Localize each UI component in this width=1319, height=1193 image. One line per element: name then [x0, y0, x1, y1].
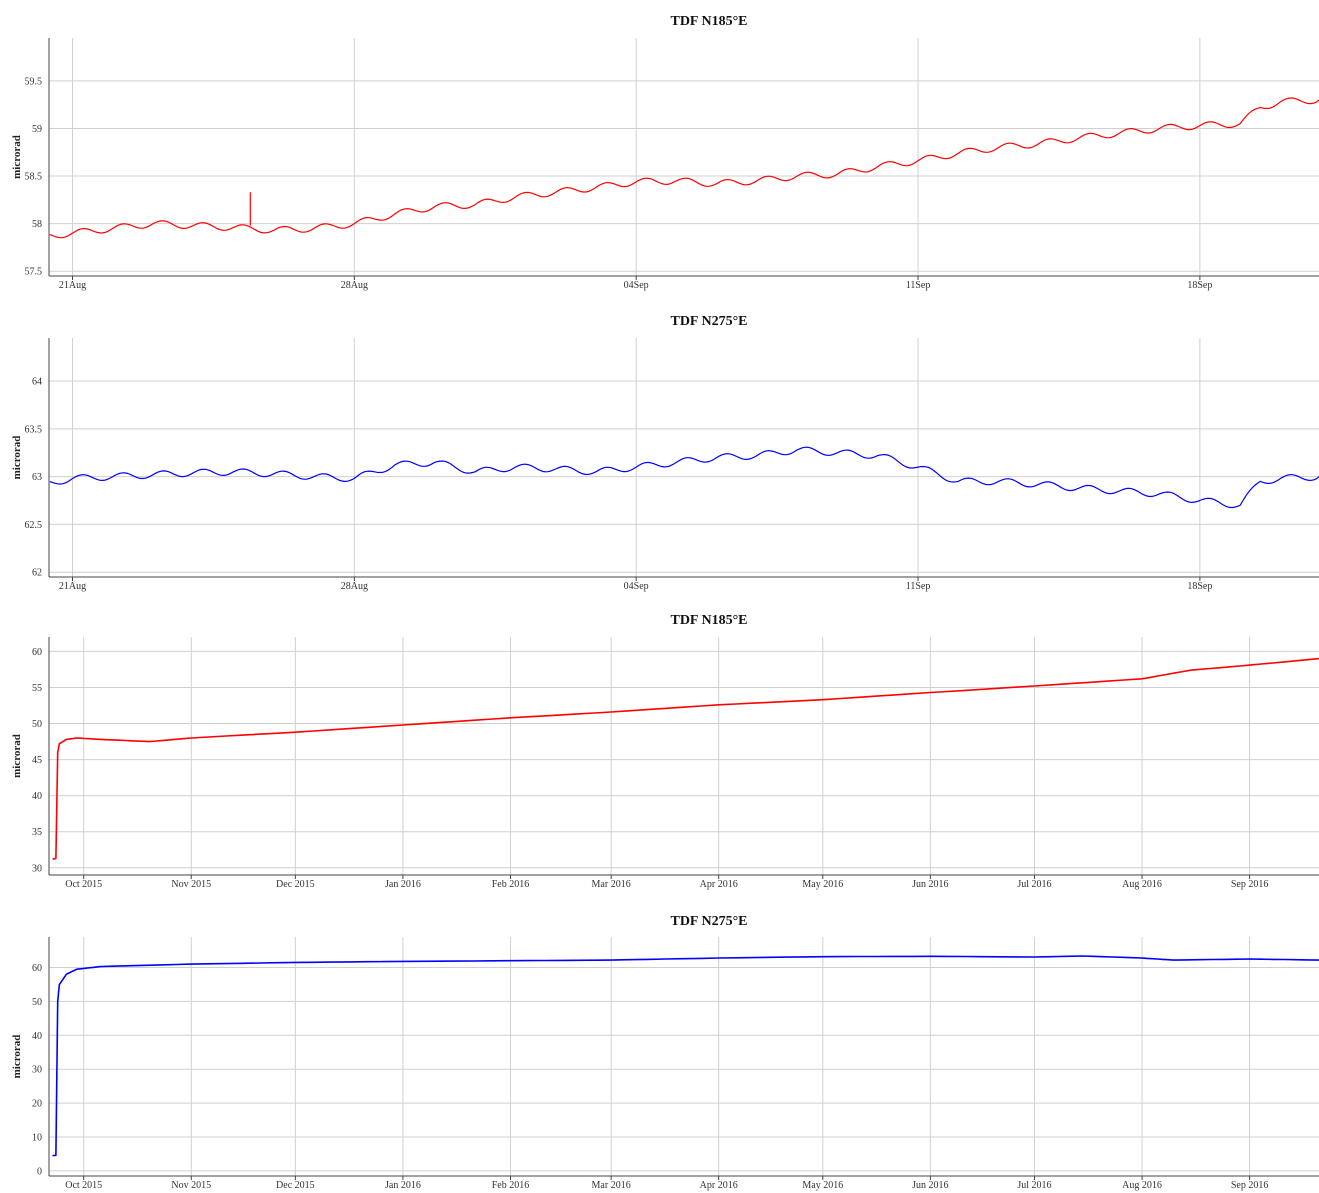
x-tick-label: Aug 2016	[1122, 1180, 1162, 1191]
chart-title: TDF N185°E	[670, 14, 747, 29]
x-tick-label: Jan 2016	[385, 879, 421, 890]
chart-title: TDF N275°E	[670, 314, 747, 329]
chart-title: TDF N275°E	[670, 914, 747, 929]
x-tick-label: Jul 2016	[1017, 879, 1051, 890]
y-tick-label: 55	[32, 683, 42, 694]
x-tick-label: 04Sep	[624, 581, 649, 592]
x-tick-label: 18Sep	[1187, 280, 1212, 291]
y-tick-label: 63.5	[25, 424, 43, 435]
x-tick-label: Jun 2016	[912, 1180, 948, 1191]
y-tick-label: 30	[32, 1065, 42, 1076]
x-tick-label: 11Sep	[906, 280, 931, 291]
series-line	[52, 955, 1319, 1157]
x-tick-label: Feb 2016	[492, 1180, 530, 1191]
y-tick-label: 20	[32, 1099, 42, 1110]
y-axis-label: microrad	[11, 135, 23, 179]
y-tick-label: 40	[32, 791, 42, 802]
y-tick-label: 40	[32, 1031, 42, 1042]
x-tick-label: May 2016	[802, 1180, 843, 1191]
x-tick-label: 21Aug	[59, 581, 86, 592]
x-tick-label: 04Sep	[624, 280, 649, 291]
y-tick-label: 59	[32, 124, 42, 135]
x-tick-label: 28Aug	[341, 581, 368, 592]
x-tick-label: Jun 2016	[912, 879, 948, 890]
y-axis-label: microrad	[11, 1035, 23, 1079]
x-tick-label: Oct 2015	[65, 1180, 102, 1191]
y-tick-label: 59.5	[25, 76, 43, 87]
y-tick-label: 64	[32, 377, 42, 388]
y-tick-label: 63	[32, 472, 42, 483]
series-line	[52, 657, 1319, 860]
x-tick-label: Sep 2016	[1231, 1180, 1269, 1191]
series-line	[49, 446, 1319, 509]
x-tick-label: Dec 2015	[276, 1180, 315, 1191]
y-tick-label: 60	[32, 963, 42, 974]
y-tick-label: 58	[32, 219, 42, 230]
x-tick-label: Dec 2015	[276, 879, 315, 890]
x-tick-label: May 2016	[802, 879, 843, 890]
y-axis-label: microrad	[11, 734, 23, 778]
x-tick-label: Jan 2016	[385, 1180, 421, 1191]
x-tick-label: Jul 2016	[1017, 1180, 1051, 1191]
y-tick-label: 57.5	[25, 267, 43, 278]
y-tick-label: 0	[37, 1166, 42, 1177]
x-tick-label: 18Sep	[1187, 581, 1212, 592]
y-tick-label: 62.5	[25, 520, 43, 531]
x-tick-label: Sep 2016	[1231, 879, 1269, 890]
y-tick-label: 50	[32, 719, 42, 730]
y-tick-label: 45	[32, 755, 42, 766]
x-tick-label: Mar 2016	[592, 1180, 631, 1191]
y-tick-label: 50	[32, 997, 42, 1008]
x-tick-label: Apr 2016	[700, 1180, 738, 1191]
x-tick-label: 28Aug	[341, 280, 368, 291]
y-tick-label: 10	[32, 1133, 42, 1144]
x-tick-label: Aug 2016	[1122, 879, 1162, 890]
x-tick-label: Mar 2016	[592, 879, 631, 890]
x-tick-label: 11Sep	[906, 581, 931, 592]
x-tick-label: Feb 2016	[492, 879, 530, 890]
x-tick-label: Nov 2015	[171, 879, 211, 890]
x-tick-label: 21Aug	[59, 280, 86, 291]
chart-title: TDF N185°E	[670, 613, 747, 628]
y-tick-label: 62	[32, 568, 42, 579]
y-tick-label: 58.5	[25, 172, 43, 183]
y-tick-label: 35	[32, 827, 42, 838]
y-axis-label: microrad	[11, 436, 23, 480]
y-tick-label: 30	[32, 863, 42, 874]
x-tick-label: Apr 2016	[700, 879, 738, 890]
series-line	[49, 97, 1319, 239]
y-tick-label: 60	[32, 647, 42, 658]
x-tick-label: Nov 2015	[171, 1180, 211, 1191]
x-tick-label: Oct 2015	[65, 879, 102, 890]
